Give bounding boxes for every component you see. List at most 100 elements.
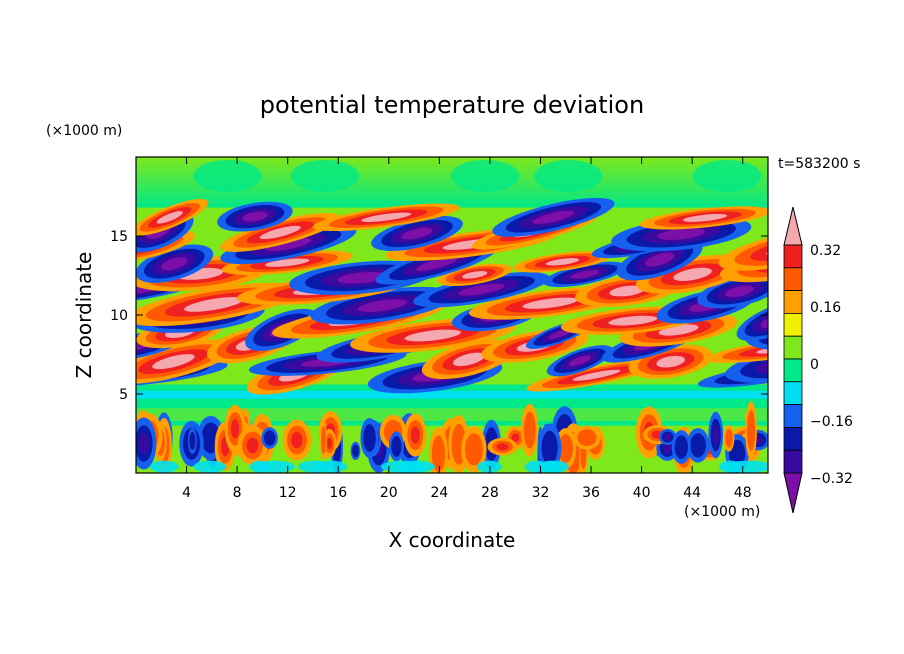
warm-anomaly <box>658 324 699 336</box>
time-label: t=583200 s <box>778 156 860 172</box>
colorbar-swatch <box>783 381 803 405</box>
cold-anomaly <box>820 211 865 224</box>
upper-wave <box>193 159 262 192</box>
cold-plume <box>189 431 196 451</box>
colorbar-swatch <box>783 335 803 360</box>
cold-anomaly <box>265 238 312 252</box>
colorbar-swatch <box>783 290 803 314</box>
colorbar: 0.32 0.16 0 −0.16 −0.32 <box>783 206 853 514</box>
cold-anomaly <box>645 252 675 267</box>
colorbar-tick-label: 0.16 <box>810 300 841 316</box>
warm-plume <box>746 409 756 451</box>
x-tick-label: 16 <box>329 485 347 501</box>
x-tick-label: 28 <box>481 485 499 501</box>
warm-anomaly <box>156 211 183 224</box>
warm-anomaly <box>545 258 580 266</box>
surface-patch <box>380 460 424 473</box>
x-tick-label: 32 <box>532 485 550 501</box>
colorbar-swatch <box>783 244 803 269</box>
cold-plume <box>662 442 672 454</box>
y-tick-label: 10 <box>110 308 128 324</box>
field-stable-strip <box>136 408 768 421</box>
surface-patch <box>314 460 348 473</box>
colorbar-tick-label: 0.32 <box>810 243 841 259</box>
warm-anomaly <box>361 212 412 222</box>
cold-plume <box>363 424 376 452</box>
warm-anomaly <box>452 352 485 367</box>
warm-plume <box>230 419 240 439</box>
warm-anomaly <box>609 285 645 297</box>
x-tick-label: 20 <box>380 485 398 501</box>
cold-plume <box>690 433 706 458</box>
warm-plume <box>410 426 420 444</box>
warm-plume <box>725 428 733 448</box>
warm-anomaly <box>828 275 891 301</box>
colorbar-max-arrow <box>783 206 803 246</box>
y-axis-label: Z coordinate <box>72 252 96 379</box>
cold-anomaly <box>336 271 387 284</box>
cold-plume <box>674 435 688 459</box>
cold-anomaly <box>415 256 458 271</box>
surface-patch <box>193 460 227 473</box>
colorbar-swatch <box>783 358 803 383</box>
cold-plume <box>391 435 402 457</box>
field-contours <box>136 159 893 473</box>
upper-wave <box>693 159 762 192</box>
y-tick-label: 15 <box>110 229 128 245</box>
upper-wave <box>451 159 520 192</box>
warm-anomaly <box>682 213 728 222</box>
cold-plume <box>541 430 558 465</box>
warm-plume <box>246 437 259 454</box>
colorbar-tick-label: −0.32 <box>810 471 853 487</box>
warm-plume <box>326 437 333 450</box>
x-unit-label: (×1000 m) <box>684 504 760 520</box>
warm-plume <box>511 433 520 443</box>
warm-anomaly <box>404 329 461 342</box>
cold-anomaly <box>161 257 188 271</box>
cold-anomaly <box>242 211 268 222</box>
field-stable-strip <box>136 390 768 399</box>
x-tick-label: 24 <box>430 485 448 501</box>
colorbar-swatch <box>783 404 803 428</box>
x-tick-label: 48 <box>734 485 752 501</box>
surface-patch <box>149 460 179 473</box>
x-tick-label: 36 <box>582 485 600 501</box>
x-tick-label: 44 <box>683 485 701 501</box>
cold-anomaly <box>458 283 505 296</box>
warm-anomaly <box>656 355 686 368</box>
cold-anomaly <box>725 285 754 298</box>
warm-anomaly <box>522 297 578 309</box>
x-tick-label: 8 <box>233 485 242 501</box>
warm-anomaly <box>259 225 301 240</box>
warm-plume <box>464 433 483 466</box>
cold-anomaly <box>548 329 572 340</box>
cold-plume <box>352 444 359 458</box>
cold-anomaly <box>568 355 592 367</box>
cold-anomaly <box>401 227 433 240</box>
warm-anomaly <box>673 267 712 282</box>
colorbar-swatch <box>783 449 803 474</box>
surface-patch <box>718 460 742 473</box>
x-tick-label: 4 <box>182 485 191 501</box>
plot-area <box>136 157 893 473</box>
cold-anomaly <box>806 207 879 229</box>
warm-anomaly <box>152 354 195 370</box>
colorbar-tick-label: −0.16 <box>810 414 853 430</box>
x-tick-label: 12 <box>279 485 297 501</box>
upper-wave <box>291 159 360 192</box>
upper-wave <box>534 159 603 192</box>
cold-anomaly <box>570 270 600 279</box>
cold-plume <box>712 425 719 445</box>
y-tick-label: 5 <box>119 387 128 403</box>
x-axis-ticks: 4 8 12 16 20 24 28 32 36 40 44 48 <box>182 157 752 501</box>
warm-plume <box>577 429 597 447</box>
cold-anomaly <box>532 210 575 224</box>
surface-patch <box>476 460 502 473</box>
cold-anomaly <box>810 271 848 284</box>
cold-anomaly <box>791 203 893 233</box>
warm-anomaly <box>264 258 310 267</box>
warm-anomaly <box>462 271 488 279</box>
x-tick-label: 40 <box>633 485 651 501</box>
warm-plume <box>321 425 326 454</box>
